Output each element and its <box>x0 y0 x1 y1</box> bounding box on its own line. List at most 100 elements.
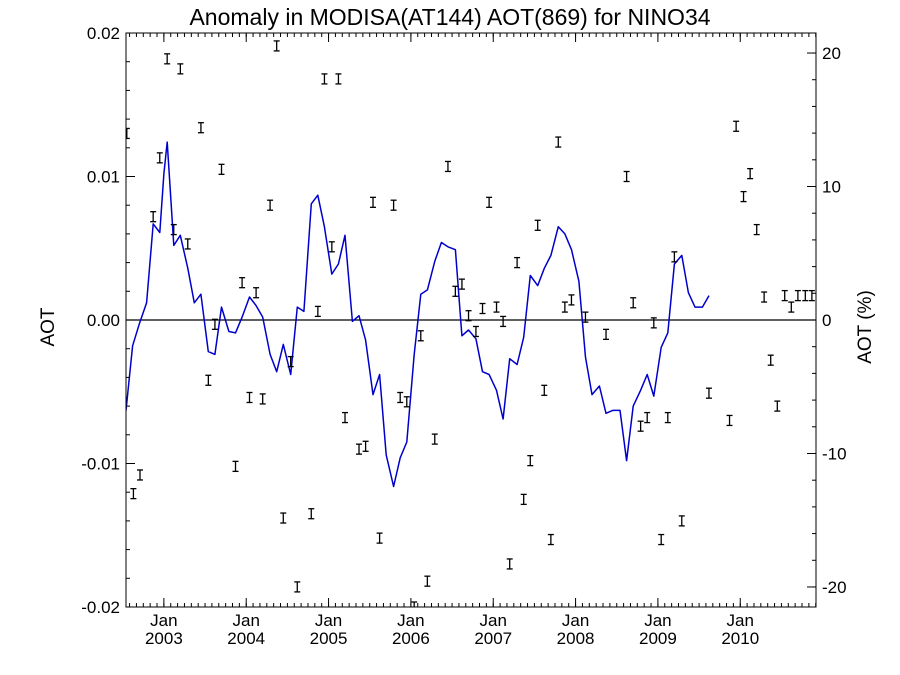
aot-anomaly-point <box>808 289 815 302</box>
aot-anomaly-point <box>184 238 191 250</box>
x-tick-month-label: Jan <box>644 611 671 630</box>
aot-anomaly-point <box>623 170 630 183</box>
aot-anomaly-point <box>314 305 321 318</box>
aot-anomaly-point <box>150 211 157 223</box>
plot-area <box>126 40 816 607</box>
aot-anomaly-point <box>356 443 363 455</box>
x-tick-year-label: 2007 <box>474 629 512 648</box>
aot-anomaly-point <box>733 120 740 132</box>
aot-anomaly-point <box>417 330 424 342</box>
aot-anomaly-point <box>705 387 712 399</box>
x-tick-year-label: 2008 <box>557 629 595 648</box>
y-tick-label: 0.02 <box>87 24 120 43</box>
y-tick-label: 0.01 <box>87 168 120 187</box>
axes: -0.02-0.010.000.010.02-20-1001020Jan2003… <box>81 24 846 648</box>
aot-anomaly-point <box>444 160 451 173</box>
aot-anomaly-point <box>541 384 548 396</box>
chart-title: Anomaly in MODISA(AT144) AOT(869) for NI… <box>189 4 711 30</box>
aot-anomaly-point <box>658 533 665 546</box>
aot-anomaly-point <box>397 391 404 404</box>
y-tick-label: -0.01 <box>81 455 120 474</box>
aot-anomaly-point <box>253 287 260 299</box>
aot-anomaly-point <box>239 277 246 289</box>
x-tick-year-label: 2003 <box>145 629 183 648</box>
y-right-tick-label: -10 <box>822 444 847 463</box>
x-tick-month-label: Jan <box>397 611 424 630</box>
aot-anomaly-point <box>246 391 253 404</box>
x-tick-year-label: 2009 <box>639 629 677 648</box>
x-tick-year-label: 2005 <box>310 629 348 648</box>
x-tick-year-label: 2006 <box>392 629 430 648</box>
y-tick-label: -0.02 <box>81 598 120 617</box>
x-tick-month-label: Jan <box>480 611 507 630</box>
aot-anomaly-point <box>479 302 486 315</box>
aot-anomaly-point <box>205 374 212 386</box>
y-right-tick-label: 10 <box>822 178 841 197</box>
y-right-tick-label: 20 <box>822 44 841 63</box>
aot-anomaly-point <box>547 533 554 546</box>
y-right-tick-label: -20 <box>822 578 847 597</box>
aot-anomaly-point <box>177 63 184 75</box>
aot-anomaly-point <box>603 328 610 341</box>
x-tick-year-label: 2004 <box>227 629 265 648</box>
aot-anomaly-point <box>514 256 521 269</box>
aot-anomaly-point <box>582 311 589 323</box>
aot-anomaly-point <box>424 575 431 587</box>
aot-anomaly-point <box>308 508 315 520</box>
aot-anomaly-point <box>678 515 685 527</box>
aot-anomaly-point <box>267 199 274 211</box>
aot-anomaly-point <box>259 393 266 405</box>
x-tick-month-label: Jan <box>233 611 260 630</box>
x-tick-month-label: Jan <box>727 611 754 630</box>
aot-anomaly-point <box>164 53 171 65</box>
y-right-tick-label: 0 <box>822 311 831 330</box>
aot-anomaly-point <box>211 318 218 330</box>
nino34-line <box>126 141 710 488</box>
aot-anomaly-point <box>753 223 760 236</box>
aot-anomaly-point <box>376 532 383 544</box>
aot-anomaly-point <box>781 289 788 302</box>
aot-anomaly-point <box>197 122 204 134</box>
x-tick-year-label: 2010 <box>721 629 759 648</box>
x-tick-month-label: Jan <box>315 611 342 630</box>
aot-anomaly-point <box>452 285 459 297</box>
aot-anomaly-point <box>493 301 500 313</box>
aot-anomaly-point <box>534 219 541 231</box>
aot-anomaly-point <box>232 460 239 473</box>
aot-anomaly-point <box>126 127 130 140</box>
aot-anomaly-point <box>411 601 418 607</box>
aot-anomaly-point <box>342 411 349 424</box>
aot-anomaly-point <box>644 411 651 424</box>
aot-anomaly-point <box>520 493 527 506</box>
aot-anomaly-point <box>156 152 163 164</box>
aot-anomaly-point <box>280 512 287 524</box>
aot-anomaly-point <box>403 396 410 408</box>
aot-anomaly-point <box>273 40 280 52</box>
aot-anomaly-point <box>335 73 342 85</box>
aot-anomaly-point <box>458 278 465 290</box>
aot-anomaly-point <box>726 414 733 427</box>
aot-anomaly-point <box>794 289 801 302</box>
x-tick-month-label: Jan <box>562 611 589 630</box>
x-tick-month-label: Jan <box>150 611 177 630</box>
aot-anomaly-point <box>362 440 369 452</box>
aot-anomaly-point <box>561 301 568 313</box>
aot-anomaly-point <box>788 301 795 313</box>
aot-anomaly-point <box>390 199 397 211</box>
aot-anomaly-point <box>170 223 177 236</box>
aot-anomaly-point <box>630 297 637 309</box>
aot-anomaly-point <box>328 241 335 253</box>
aot-anomaly-point <box>650 317 657 329</box>
aot-anomaly-point <box>472 325 479 338</box>
aot-anomaly-point <box>747 167 754 180</box>
aot-anomaly-point <box>506 558 513 570</box>
aot-anomaly-point <box>218 163 225 175</box>
aot-anomaly-point <box>370 196 377 208</box>
aot-anomaly-point <box>321 73 328 85</box>
aot-anomaly-point <box>465 310 472 322</box>
aot-anomaly-point <box>431 433 438 445</box>
aot-anomaly-point <box>637 420 644 432</box>
aot-anomaly-point <box>500 315 507 328</box>
aot-anomaly-point <box>774 400 781 412</box>
aot-anomaly-point <box>568 294 575 306</box>
